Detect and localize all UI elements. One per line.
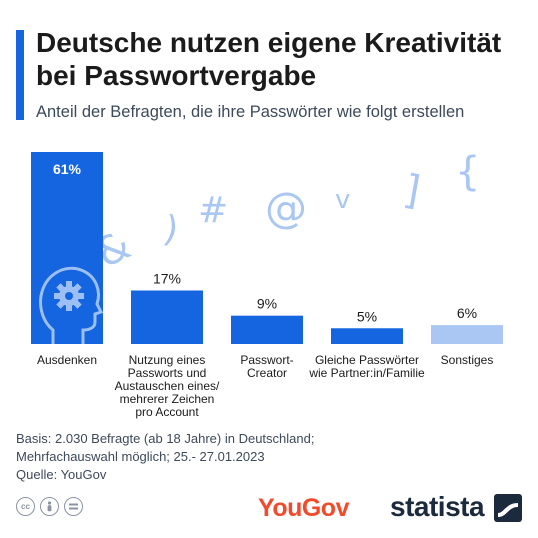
decorative-symbol: ) — [160, 208, 181, 251]
bar — [231, 315, 303, 344]
page-subtitle: Anteil der Befragten, die ihre Passwörte… — [36, 103, 465, 121]
basis-note: Basis: 2.030 Befragte (ab 18 Jahre) in D… — [16, 431, 315, 446]
by-attribution-icon[interactable] — [40, 497, 59, 516]
head-gear-icon — [39, 266, 104, 344]
category-label: Ausdenken — [37, 353, 97, 367]
bar-chart: &) # @ v]{ 61%17%9%5% 6% Ausdenken Nutzung ei… — [31, 149, 503, 419]
value-label: 5% — [357, 308, 377, 324]
category-label: Sonstiges — [441, 353, 494, 367]
basis-note-2: Mehrfachauswahl möglich; 25.- 27.01.2023 — [16, 449, 265, 464]
page-title: Deutsche nutzen eigene Kreativität bei P… — [36, 27, 502, 91]
statista-wordmark[interactable]: statista — [390, 491, 485, 522]
decorative-symbol: { — [455, 149, 480, 195]
bars — [31, 152, 503, 344]
decorative-symbol: ] — [400, 167, 423, 215]
value-label: 17% — [153, 270, 181, 286]
value-label: 9% — [257, 296, 277, 312]
chart-footer: Basis: 2.030 Befragte (ab 18 Jahre) in D… — [16, 430, 516, 484]
bar — [131, 290, 203, 344]
category-label: Nutzung eines Passworts und Austauschen ei… — [115, 353, 220, 419]
category-label: Gleiche Passwörter wie Partner:in/Familie — [308, 353, 425, 380]
value-label: 6% — [457, 305, 477, 321]
decorative-symbol: # — [198, 190, 228, 231]
decorative-symbol: v — [335, 185, 350, 215]
yougov-logo[interactable]: YouGov — [258, 494, 349, 522]
source-note: Quelle: YouGov — [16, 467, 107, 482]
title-accent-bar — [16, 30, 24, 120]
category-labels: Ausdenken Nutzung eines Passworts und Austa… — [37, 353, 493, 419]
value-label: 61% — [53, 161, 82, 177]
bar — [331, 328, 403, 344]
bar — [431, 325, 503, 344]
value-labels: 61% 17% 9% 5% 6% — [53, 161, 477, 324]
cc-icon[interactable]: cc — [16, 497, 35, 516]
decorative-symbol: @ — [265, 183, 307, 232]
statista-logo-icon[interactable] — [494, 494, 522, 522]
decorative-symbols: &) # @ v]{ — [90, 149, 481, 277]
no-derivatives-icon[interactable] — [64, 497, 83, 516]
category-label: Passwort-Creator — [240, 353, 293, 380]
license-icons: cc — [16, 497, 83, 516]
